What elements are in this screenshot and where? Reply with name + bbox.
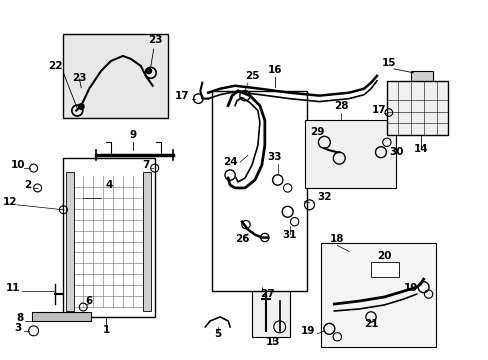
Text: 24: 24 [223, 157, 238, 167]
Text: 6: 6 [85, 296, 93, 306]
Bar [63, 34, 167, 118]
Text: 5: 5 [214, 329, 222, 339]
Text: 11: 11 [5, 283, 20, 293]
Bar [101, 187, 131, 205]
Text: 23: 23 [72, 73, 86, 83]
Text: 12: 12 [2, 197, 17, 207]
Bar [32, 312, 91, 321]
Text: 32: 32 [317, 192, 331, 202]
Text: 19: 19 [300, 326, 314, 336]
Bar [370, 262, 398, 277]
Text: 20: 20 [376, 251, 390, 261]
Text: 2: 2 [24, 180, 31, 190]
Text: 18: 18 [329, 234, 344, 243]
Text: 16: 16 [267, 65, 282, 75]
Bar [321, 243, 435, 347]
Text: 31: 31 [282, 230, 296, 239]
Text: 15: 15 [381, 58, 395, 68]
Bar [142, 172, 150, 311]
Bar [410, 71, 432, 83]
Text: 33: 33 [267, 152, 282, 162]
Text: 27: 27 [260, 289, 275, 299]
Text: 30: 30 [388, 147, 403, 157]
Text: 21: 21 [363, 319, 378, 329]
Text: 28: 28 [333, 100, 348, 111]
Text: 4: 4 [105, 180, 113, 190]
Bar [386, 81, 447, 135]
Bar [251, 285, 289, 337]
Bar [63, 158, 154, 317]
Text: 25: 25 [244, 71, 259, 81]
Text: 29: 29 [309, 127, 324, 138]
Text: 19: 19 [403, 283, 417, 293]
Bar [212, 91, 306, 291]
Bar [66, 172, 74, 311]
Text: 13: 13 [265, 337, 280, 347]
Text: 9: 9 [129, 130, 136, 140]
Text: 1: 1 [102, 325, 109, 335]
Text: 17: 17 [175, 91, 189, 101]
Text: 14: 14 [412, 144, 427, 154]
Text: 3: 3 [14, 323, 21, 333]
Text: 17: 17 [371, 104, 386, 114]
Text: 7: 7 [142, 160, 149, 170]
Text: 8: 8 [16, 313, 23, 323]
Bar [304, 121, 395, 188]
Text: 26: 26 [234, 234, 249, 243]
Circle shape [79, 104, 84, 109]
Text: 22: 22 [48, 61, 62, 71]
Circle shape [145, 68, 151, 74]
Text: 23: 23 [148, 35, 163, 45]
Text: 10: 10 [10, 160, 25, 170]
